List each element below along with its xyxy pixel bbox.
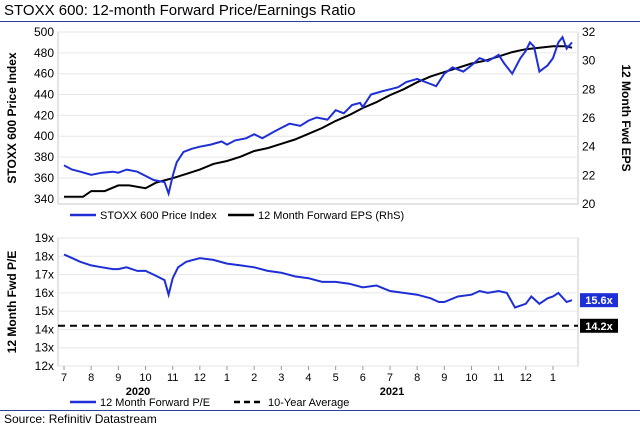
top-right-tick-label: 32 (582, 25, 596, 39)
top-right-tick-label: 28 (582, 82, 596, 96)
top-y2-label: 12 Month Fwd EPS (619, 64, 633, 171)
x-tick-label: 10 (139, 372, 151, 384)
top-right-tick-label: 22 (582, 168, 596, 182)
source-rule (0, 410, 640, 411)
x-tick-label: 8 (88, 372, 94, 384)
legend-avg-label: 10-Year Average (268, 397, 349, 409)
chart-title: STOXX 600: 12-month Forward Price/Earnin… (4, 2, 356, 19)
bottom-tick-label: 19x (35, 231, 54, 245)
top-right-axis-ticks: 20 22 24 26 28 30 32 (582, 25, 596, 211)
legend-pe-label: 12 Month Forward P/E (100, 397, 210, 409)
pe-value-label: 15.6x (585, 295, 613, 307)
top-left-tick-label: 440 (34, 88, 54, 102)
top-right-tick-label: 24 (582, 140, 596, 154)
top-left-tick-label: 480 (34, 46, 54, 60)
x-tick-label: 6 (360, 372, 366, 384)
top-right-tick-label: 20 (582, 197, 596, 211)
x-tick-label: 11 (493, 372, 504, 384)
legend-price-label: STOXX 600 Price Index (100, 210, 217, 222)
top-left-tick-label: 400 (34, 129, 54, 143)
x-tick-label: 5 (333, 372, 339, 384)
top-right-tick-label: 30 (582, 54, 596, 68)
bottom-panel-frame (57, 237, 579, 367)
x-tick-label: 10 (465, 372, 477, 384)
bottom-tick-label: 16x (35, 286, 54, 300)
top-left-tick-label: 360 (34, 171, 54, 185)
source-note: Source: Refinitiv Datastream (4, 412, 157, 426)
top-left-tick-label: 380 (34, 150, 54, 164)
year-label-2021: 2021 (380, 386, 404, 398)
bottom-gridlines (58, 237, 578, 367)
x-tick-label: 9 (441, 372, 447, 384)
top-left-tick-label: 340 (34, 192, 54, 206)
year-label-2020: 2020 (126, 386, 150, 398)
avg-value-badge (580, 318, 618, 333)
avg-value-label: 14.2x (585, 321, 613, 333)
x-tick-label: 8 (414, 372, 420, 384)
bottom-tick-label: 14x (35, 322, 54, 336)
top-left-axis-ticks: 340 360 380 400 420 440 460 480 500 (34, 25, 54, 206)
x-tick-label: 7 (61, 372, 67, 384)
x-axis-ticks: 7 8 9 10 11 12 1 2 3 4 5 6 7 8 9 10 11 12 1 (61, 366, 556, 384)
x-tick-label: 9 (115, 372, 121, 384)
bottom-tick-label: 13x (35, 341, 54, 355)
x-tick-label: 1 (224, 372, 230, 384)
top-gridlines (58, 31, 578, 200)
x-tick-label: 7 (387, 372, 393, 384)
title-rule (0, 21, 640, 22)
legend-eps-label: 12 Month Forward EPS (RhS) (258, 210, 404, 222)
top-right-tick-label: 26 (582, 111, 596, 125)
top-left-tick-label: 500 (34, 25, 54, 39)
price-series-line (63, 35, 573, 198)
top-y-label: STOXX 600 Price Index (5, 52, 19, 184)
top-left-tick-label: 420 (34, 108, 54, 122)
x-tick-label: 3 (278, 372, 284, 384)
bottom-tick-label: 17x (35, 268, 54, 282)
x-tick-label: 11 (167, 372, 178, 384)
bottom-tick-label: 18x (35, 249, 54, 263)
bottom-tick-label: 12x (35, 359, 54, 373)
bottom-tick-label: 15x (35, 304, 54, 318)
x-tick-label: 12 (194, 372, 206, 384)
pe-value-badge (580, 293, 618, 308)
x-tick-label: 12 (520, 372, 532, 384)
pe-series-line (63, 253, 573, 309)
x-tick-label: 4 (305, 372, 311, 384)
bottom-y-label: 12 Month Fwd P/E (5, 251, 19, 354)
bottom-axis-ticks: 12x 13x 14x 15x 16x 17x 18x 19x (35, 231, 54, 373)
top-left-tick-label: 460 (34, 67, 54, 81)
x-tick-label: 1 (550, 372, 556, 384)
x-tick-label: 2 (251, 372, 257, 384)
